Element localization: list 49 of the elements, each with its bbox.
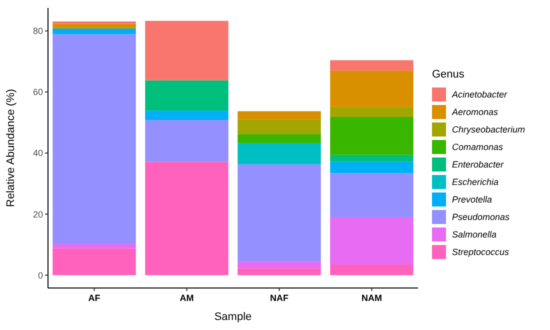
legend-label: Aeromonas	[451, 107, 499, 118]
legend-label: Streptococcus	[452, 247, 510, 258]
legend-label: Comamonas	[452, 142, 504, 152]
bar	[52, 28, 136, 34]
legend-label: Chryseobacterium	[452, 124, 526, 135]
bar	[330, 173, 414, 218]
bar	[52, 248, 136, 276]
bar	[238, 134, 321, 143]
y-tick-label: 40	[32, 148, 43, 158]
bar	[145, 120, 228, 162]
bar	[145, 110, 228, 120]
y-tick-label: 20	[32, 209, 43, 220]
legend-label: Salmonella	[452, 230, 497, 240]
legend-title: Genus	[432, 68, 465, 80]
bar	[145, 162, 228, 276]
y-tick-label: 0	[38, 270, 43, 280]
bar	[52, 24, 136, 28]
bar	[145, 20, 228, 80]
legend-label: Acinetobacter	[451, 90, 508, 100]
bar	[330, 217, 414, 264]
bar	[238, 268, 321, 276]
bar	[238, 142, 321, 164]
bar	[330, 106, 414, 118]
y-tick-label: 60	[32, 87, 43, 98]
x-tick-label: AM	[180, 293, 194, 303]
y-tick-label: 80	[32, 26, 43, 36]
x-tick-label: NAF	[270, 293, 289, 303]
legend-label: Pseudomonas	[452, 212, 510, 222]
bar	[330, 162, 414, 174]
x-tick-label: NAM	[362, 293, 382, 303]
bar	[238, 111, 321, 120]
legend-label: Escherichia	[452, 177, 499, 188]
bar	[330, 264, 414, 276]
bar	[238, 261, 321, 268]
x-axis-title: Sample	[214, 311, 252, 323]
bar	[52, 244, 136, 248]
bar	[52, 34, 136, 244]
bar	[52, 21, 136, 24]
legend-label: Enterobacter	[452, 160, 505, 170]
legend-label: Prevotella	[452, 194, 492, 205]
y-axis-title: Relative Abundance (%)	[5, 88, 17, 208]
bar	[330, 117, 414, 155]
bar	[238, 164, 321, 262]
bar	[145, 80, 228, 111]
bar	[330, 154, 414, 162]
bar	[238, 119, 321, 134]
bar	[330, 60, 414, 71]
x-tick-label: AF	[88, 293, 101, 303]
bar	[330, 70, 414, 107]
